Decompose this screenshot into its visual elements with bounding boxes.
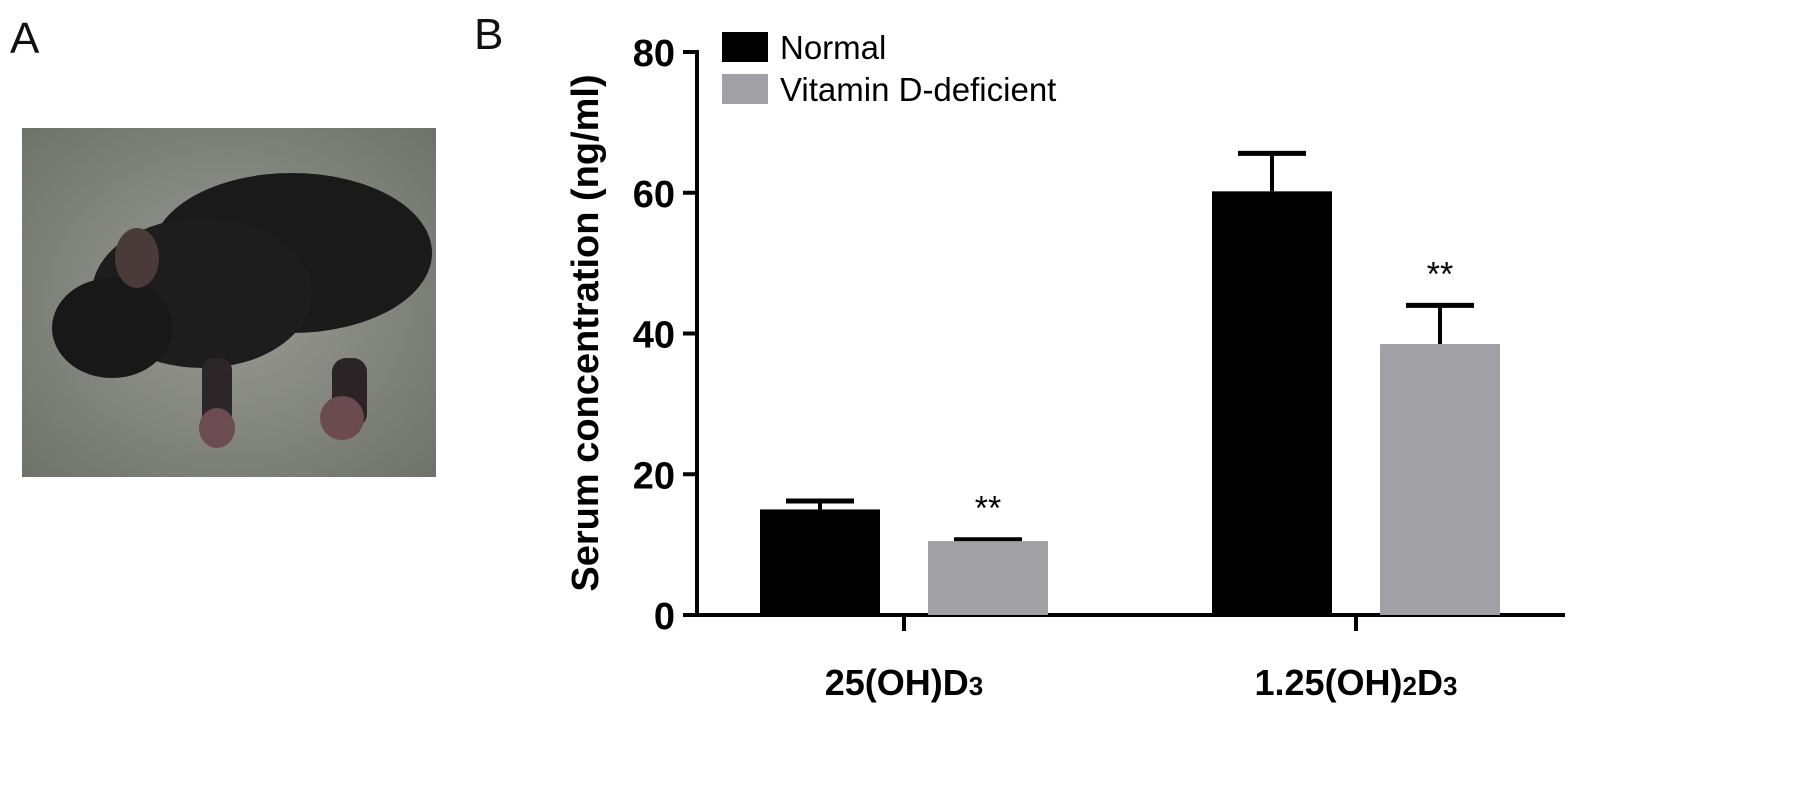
y-tick-label: 40 [633, 315, 675, 357]
y-tick-label: 80 [633, 33, 675, 75]
bar-vitamin-d-deficient [1380, 344, 1500, 615]
y-tick-label: 0 [654, 596, 675, 638]
legend-label: Normal [780, 29, 886, 66]
subscript: 3 [969, 671, 983, 701]
y-axis-label: Serum concentration (ng/ml) [565, 74, 607, 591]
legend-swatch [722, 32, 768, 62]
significance-label: ** [975, 490, 1001, 528]
bar-vitamin-d-deficient [928, 541, 1048, 615]
y-tick-label: 60 [633, 174, 675, 216]
x-tick-label: 1.25(OH)2D3 [1255, 662, 1458, 703]
x-tick-label: 25(OH)D3 [825, 662, 984, 703]
significance-label: ** [1427, 255, 1453, 293]
panel-label-b: B [474, 10, 504, 59]
label-part: 1.25(OH) [1255, 662, 1403, 703]
label-part: 25(OH)D [825, 662, 969, 703]
label-part: D [1417, 662, 1443, 703]
bar-normal [760, 509, 880, 615]
subscript: 2 [1403, 671, 1417, 701]
y-tick-label: 20 [633, 455, 675, 497]
subscript: 3 [1443, 671, 1457, 701]
legend-swatch [722, 74, 768, 104]
bar-normal [1212, 191, 1332, 615]
panel-label-a: A [10, 14, 40, 63]
legend-label: Vitamin D-deficient [780, 71, 1056, 108]
mouse-photo [22, 128, 436, 477]
